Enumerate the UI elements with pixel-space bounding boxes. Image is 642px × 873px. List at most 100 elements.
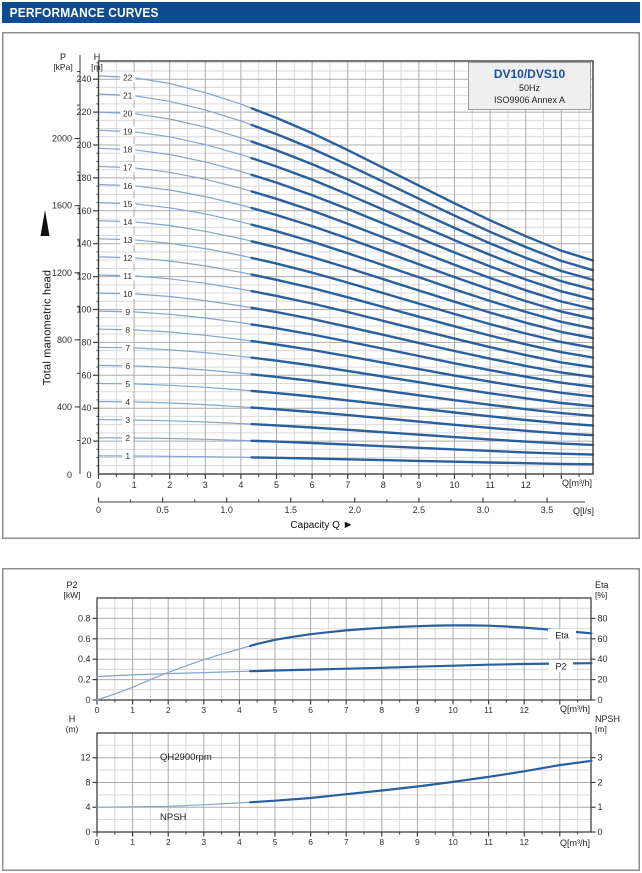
tick-label: 20 — [598, 675, 608, 685]
tick-label: 220 — [76, 107, 91, 117]
tick-label: 0 — [598, 827, 603, 837]
tick-label: NPSH — [160, 812, 187, 823]
tick-label: 3 — [201, 705, 206, 715]
eta-axis-label: Eta — [595, 580, 609, 590]
tick-label: 20 — [123, 109, 133, 119]
tick-label: 2.5 — [413, 505, 426, 515]
tick-label: 240 — [76, 74, 91, 84]
right-arrow-icon: ► — [342, 519, 354, 531]
tick-label: 6 — [310, 480, 315, 490]
head-axis-unit: [m] — [91, 62, 103, 72]
tick-label: 0.4 — [78, 654, 91, 664]
tick-label: 60 — [598, 634, 608, 644]
p2-axis-label: P2 — [66, 580, 78, 590]
tick-label: 200 — [76, 140, 91, 150]
tick-label: Eta — [555, 631, 569, 641]
tick-label: 6 — [308, 705, 313, 715]
tick-label: 2 — [125, 433, 130, 443]
chart-p2-eta: 0 1 2 3 4 5 6 7 8 9 10 11 120.80.60.40.20806040200Et… — [78, 597, 608, 715]
tick-label: 2 — [598, 777, 603, 787]
tick-label: 12 — [80, 753, 90, 763]
tick-label: 0 — [85, 827, 90, 837]
power-efficiency-panel: 0 1 2 3 4 5 6 7 8 9 10 11 12 0.8 0.6 0.4 0.2 0 80 60 40 20 0 Et… — [2, 568, 640, 871]
npsh-axis-unit: [m] — [595, 724, 607, 734]
h-axis-label: H — [68, 714, 76, 724]
tick-label: 1 — [132, 480, 137, 490]
tick-label: 3.0 — [477, 505, 490, 515]
tick-label: 17 — [123, 163, 133, 173]
tick-label: 19 — [123, 127, 133, 137]
plot-border — [97, 60, 594, 475]
capacity-caption-text: Capacity Q — [290, 520, 340, 531]
tick-label: 120 — [76, 272, 91, 282]
tick-label: 7 — [344, 705, 349, 715]
tick-label: 0.2 — [78, 675, 91, 685]
tick-label: 9 — [125, 307, 130, 317]
tick-label: 10 — [449, 480, 459, 490]
tick-label: 1200 — [52, 268, 72, 278]
head-axis-label: H — [93, 52, 101, 62]
tick-label: 12 — [519, 837, 529, 847]
tick-label: 40 — [81, 403, 91, 413]
tick-label: 13 — [123, 235, 133, 245]
tick-label: 3 — [125, 415, 130, 425]
tick-label: 0 — [95, 837, 100, 847]
tick-label: 7 — [125, 343, 130, 353]
tick-label: 6 — [308, 837, 313, 847]
chartB-x-unit: Q[m³/h] — [559, 838, 590, 848]
tick-label: 8 — [379, 705, 384, 715]
pump-standard: ISO9906 Annex A — [493, 95, 566, 105]
tick-label: 800 — [57, 335, 72, 345]
pump-info-box: DV10/DVS10 50Hz ISO9906 Annex A — [468, 62, 591, 110]
tick-label: 2 — [166, 705, 171, 715]
tick-label: 0 — [85, 695, 90, 705]
tick-label: 0.6 — [78, 634, 91, 644]
tick-label: 11 — [484, 837, 493, 847]
tick-label: 40 — [598, 654, 608, 664]
tick-label: 18 — [123, 145, 133, 155]
tick-label: 9 — [415, 705, 420, 715]
tick-label: 1.5 — [284, 505, 297, 515]
tick-label: 21 — [123, 91, 133, 101]
tick-label: 4 — [85, 802, 90, 812]
tick-label: 4 — [125, 397, 130, 407]
tick-label: 15 — [123, 199, 133, 209]
secondary-charts-svg: 0 1 2 3 4 5 6 7 8 9 10 11 120.80.60.40.20806040200Et… — [2, 568, 640, 871]
tick-label: 0 — [598, 695, 603, 705]
tick-label: 10 — [448, 705, 458, 715]
eta-axis-unit: [%] — [595, 590, 608, 600]
tick-label: 140 — [76, 239, 91, 249]
tick-label: 8 — [85, 777, 90, 787]
tick-label: 5 — [273, 837, 278, 847]
tick-label: 11 — [484, 705, 493, 715]
tick-label: 80 — [81, 337, 91, 347]
section-header-bar: PERFORMANCE CURVES — [2, 2, 640, 23]
tick-label: 9 — [415, 837, 420, 847]
tick-label: 5 — [274, 480, 279, 490]
tick-label: 0 — [96, 505, 101, 515]
tick-label: 4 — [237, 705, 242, 715]
tick-label: 3 — [203, 480, 208, 490]
tick-label: 1 — [130, 837, 135, 847]
tick-label: 160 — [76, 206, 91, 216]
tick-label: 1 — [130, 705, 135, 715]
pump-model: DV10/DVS10 — [493, 67, 566, 81]
tick-label: 8 — [125, 325, 130, 335]
main-chart-svg: 2000160012008004000240220200180160140120… — [2, 32, 640, 539]
tick-label: 16 — [123, 181, 133, 191]
tick-label: 100 — [76, 305, 91, 315]
x-axis-unit-primary: Q[m³/h] — [561, 478, 592, 488]
pump-frequency: 50Hz — [518, 83, 540, 93]
chartA-x-unit: Q[m³/h] — [559, 704, 590, 714]
tick-label: 20 — [81, 436, 91, 446]
tick-label: 6 — [125, 361, 130, 371]
tick-label: 4 — [238, 480, 243, 490]
tick-label: QH2900rpm — [160, 752, 212, 763]
tick-label: 2.0 — [349, 505, 362, 515]
tick-label: 3.5 — [541, 505, 554, 515]
tick-label: 4 — [237, 837, 242, 847]
tick-label: 8 — [379, 837, 384, 847]
stage-curves — [97, 75, 595, 466]
